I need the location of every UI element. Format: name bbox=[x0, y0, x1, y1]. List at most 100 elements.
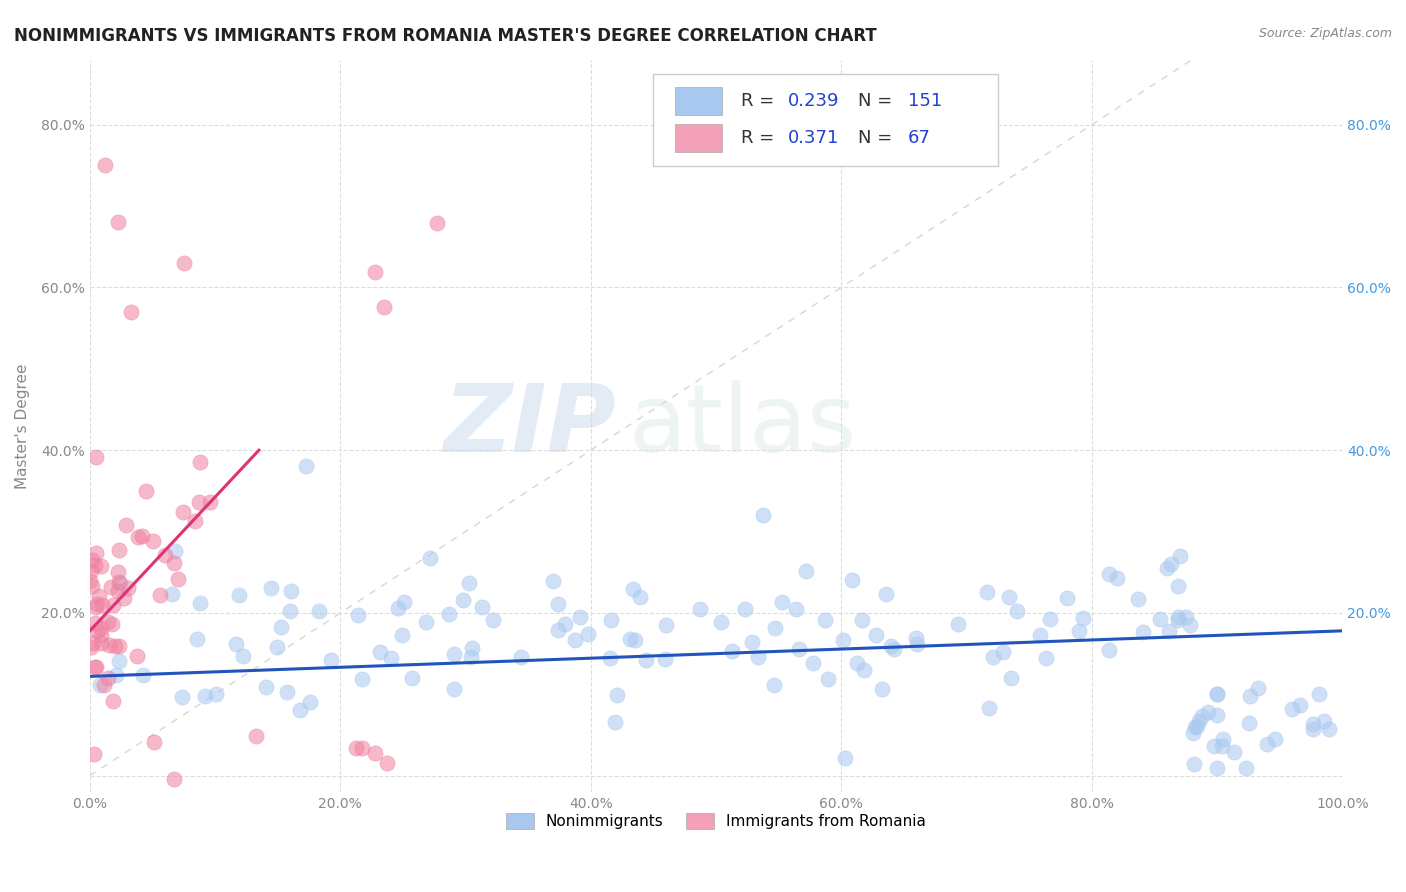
Legend: Nonimmigrants, Immigrants from Romania: Nonimmigrants, Immigrants from Romania bbox=[501, 807, 932, 836]
Point bbox=[112, 591, 135, 605]
Point bbox=[1206, 687, 1229, 701]
Point bbox=[619, 632, 641, 647]
Point bbox=[1247, 681, 1270, 695]
Point bbox=[628, 591, 651, 605]
Point bbox=[107, 639, 129, 653]
Point bbox=[373, 300, 395, 314]
Text: NONIMMIGRANTS VS IMMIGRANTS FROM ROMANIA MASTER'S DEGREE CORRELATION CHART: NONIMMIGRANTS VS IMMIGRANTS FROM ROMANIA… bbox=[14, 27, 877, 45]
Point bbox=[770, 595, 793, 609]
Point bbox=[90, 622, 112, 636]
Point bbox=[787, 641, 810, 656]
Point bbox=[976, 585, 998, 599]
Point bbox=[1056, 591, 1078, 606]
Point bbox=[981, 650, 1004, 665]
Point bbox=[1071, 611, 1094, 625]
Point bbox=[188, 495, 211, 509]
Point bbox=[1167, 579, 1189, 593]
Point bbox=[509, 649, 531, 664]
Point bbox=[851, 614, 873, 628]
Point bbox=[443, 647, 465, 661]
Point bbox=[368, 645, 391, 659]
Text: 151: 151 bbox=[908, 93, 942, 111]
Point bbox=[80, 553, 103, 567]
Point bbox=[1039, 612, 1062, 626]
Point bbox=[654, 618, 676, 632]
Point bbox=[599, 613, 621, 627]
Point bbox=[1205, 687, 1227, 701]
Point bbox=[391, 628, 413, 642]
Point bbox=[1212, 732, 1234, 747]
Point bbox=[97, 639, 120, 653]
Point bbox=[1197, 705, 1219, 719]
Point bbox=[905, 632, 928, 646]
Point bbox=[905, 637, 928, 651]
Point bbox=[1281, 702, 1303, 716]
Point bbox=[107, 583, 129, 598]
Point bbox=[89, 589, 111, 603]
Point bbox=[1167, 613, 1189, 627]
Point bbox=[107, 215, 129, 229]
Point bbox=[115, 517, 138, 532]
Text: N =: N = bbox=[858, 129, 897, 147]
Point bbox=[1206, 707, 1229, 722]
Point bbox=[160, 587, 183, 601]
Point bbox=[166, 572, 188, 586]
Point bbox=[1157, 624, 1180, 638]
Point bbox=[298, 695, 321, 709]
Point bbox=[79, 574, 101, 588]
Point bbox=[457, 575, 479, 590]
Point bbox=[1191, 709, 1213, 723]
Point bbox=[785, 602, 807, 616]
Point bbox=[198, 494, 221, 508]
Point bbox=[991, 645, 1014, 659]
Point bbox=[946, 616, 969, 631]
Point bbox=[108, 543, 131, 558]
Point bbox=[89, 678, 111, 692]
Point bbox=[90, 628, 112, 642]
Point bbox=[831, 632, 853, 647]
Point bbox=[107, 654, 129, 668]
Text: 67: 67 bbox=[908, 129, 931, 147]
Point bbox=[460, 640, 482, 655]
Point bbox=[834, 751, 856, 765]
Point bbox=[621, 582, 644, 596]
Point bbox=[377, 756, 399, 770]
Text: ZIP: ZIP bbox=[443, 380, 616, 472]
Point bbox=[721, 643, 744, 657]
Point bbox=[153, 549, 176, 563]
Point bbox=[163, 556, 186, 570]
Point bbox=[1211, 739, 1233, 753]
Point bbox=[1204, 739, 1226, 753]
Point bbox=[1174, 610, 1197, 624]
Point bbox=[415, 615, 437, 629]
Point bbox=[1312, 714, 1334, 729]
Point bbox=[606, 688, 628, 702]
Point bbox=[1098, 643, 1121, 657]
Point bbox=[110, 575, 132, 590]
Point bbox=[184, 514, 207, 528]
Text: 0.239: 0.239 bbox=[787, 93, 839, 111]
Point bbox=[165, 544, 187, 558]
Point bbox=[83, 615, 105, 630]
Point bbox=[689, 602, 711, 616]
Point bbox=[190, 596, 212, 610]
Point bbox=[266, 640, 288, 655]
Point bbox=[84, 558, 107, 573]
Point bbox=[231, 648, 253, 663]
Point bbox=[84, 546, 107, 560]
Point bbox=[104, 640, 127, 654]
Point bbox=[547, 623, 569, 637]
Point bbox=[280, 584, 302, 599]
Point bbox=[127, 530, 149, 544]
Point bbox=[801, 656, 824, 670]
Point bbox=[1069, 624, 1091, 639]
Point bbox=[352, 672, 374, 686]
Point bbox=[578, 627, 600, 641]
Point bbox=[1160, 557, 1182, 571]
Point bbox=[1302, 717, 1324, 731]
Point bbox=[1317, 722, 1340, 736]
Point bbox=[97, 615, 120, 630]
Point bbox=[90, 558, 112, 573]
Point bbox=[603, 715, 626, 730]
Point bbox=[80, 579, 103, 593]
